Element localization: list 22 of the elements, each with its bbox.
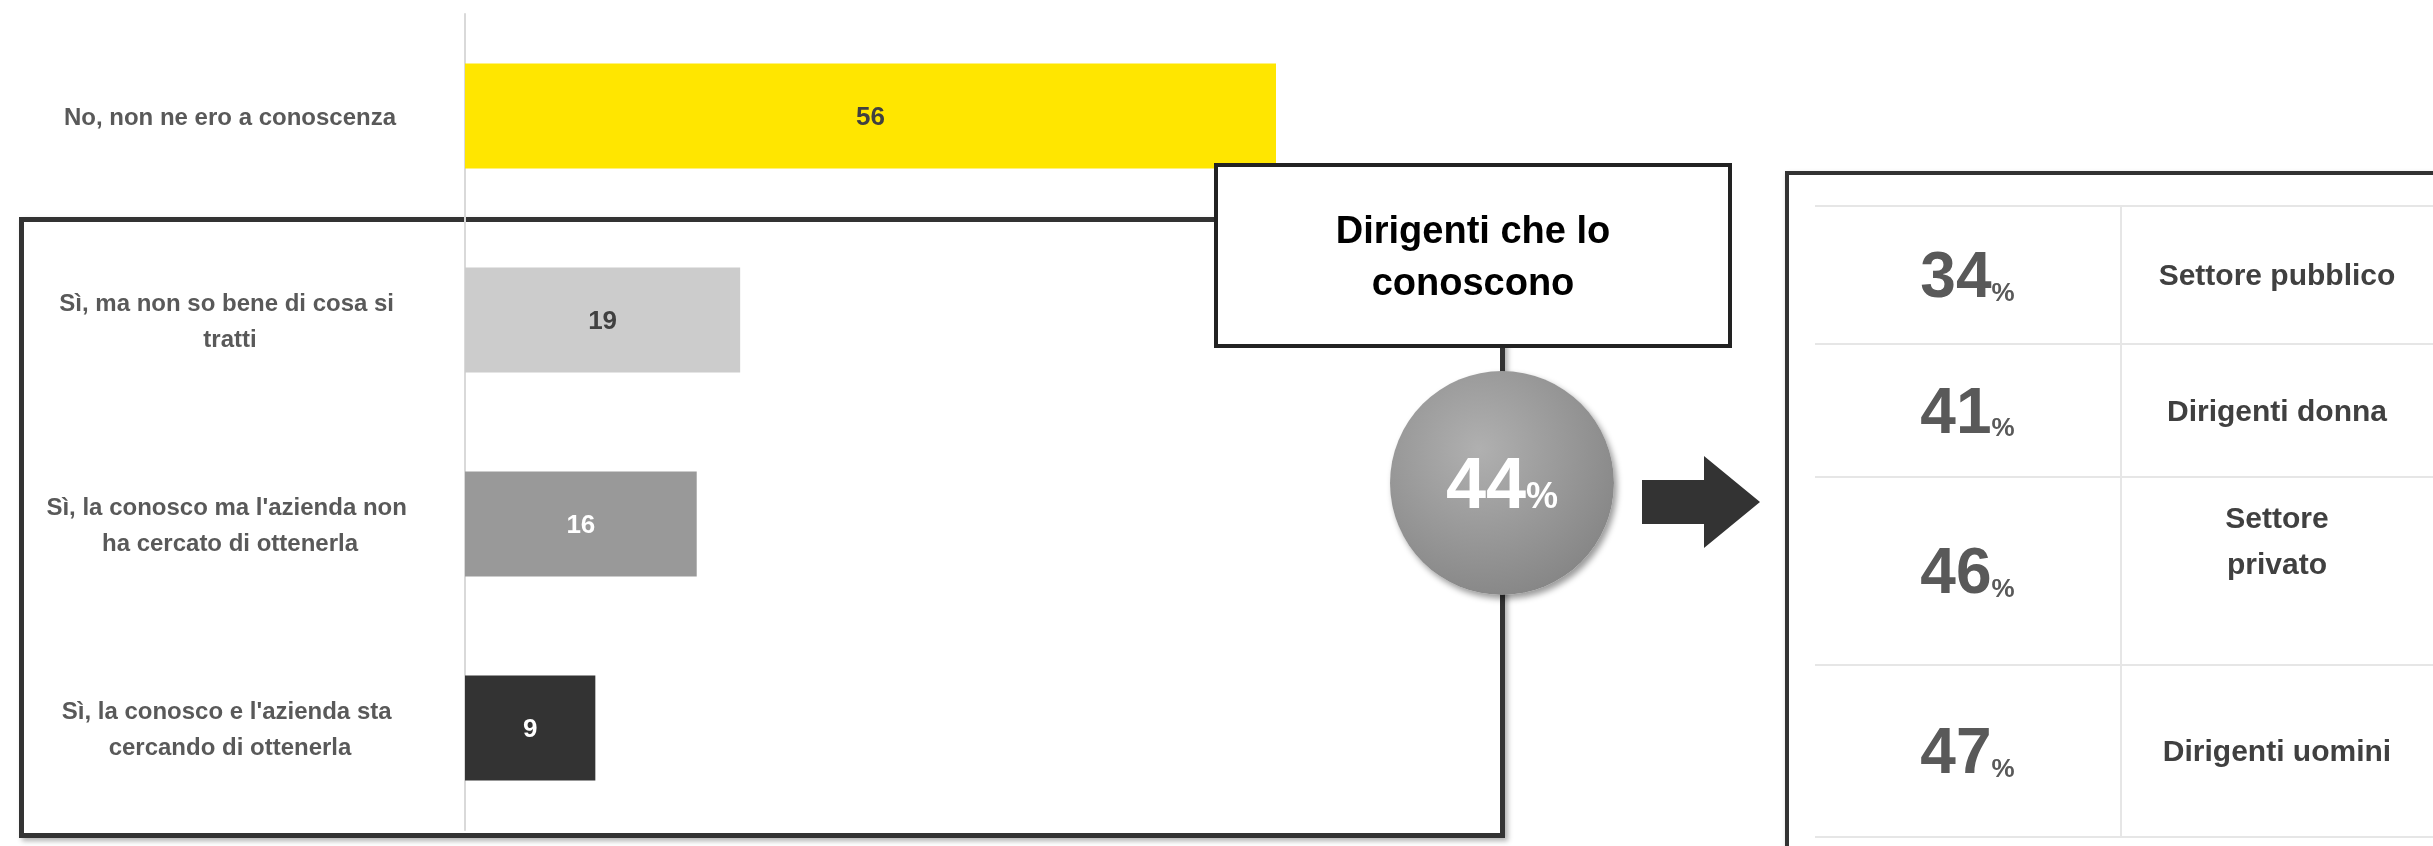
text: 44%: [1445, 443, 1559, 523]
bar: [465, 675, 596, 781]
data-label: 56: [856, 101, 885, 131]
y-tick-label: Sì, la conosco ma l'azienda non ha cercato di ottenerla: [46, 492, 414, 556]
bar: [465, 267, 741, 373]
data-label: 19: [588, 305, 618, 335]
bar: [465, 63, 1276, 169]
text: Dirigenti che lo conoscono: [1214, 163, 1732, 348]
y-tick-label: Sì, ma non so bene di cosa si tratti: [59, 288, 401, 352]
y-tick-label: Sì, la conosco e l'azienda sta cercando di ottenerla: [61, 696, 399, 760]
data-label: 46%: [1920, 534, 2015, 608]
category-label: Settore privato: [2225, 501, 2329, 580]
category-label: Dirigenti uomini: [2161, 733, 2393, 769]
y-tick-label: No, non ne ero a conoscenza: [63, 102, 397, 130]
data-label: 9: [522, 713, 538, 743]
data-label: 47%: [1920, 714, 2015, 788]
data-label: 16: [566, 509, 596, 539]
data-label: 34%: [1920, 238, 2015, 312]
category-label: Settore pubblico: [2157, 257, 2397, 293]
bar: [465, 471, 697, 577]
category-label: Dirigenti donna: [2166, 392, 2388, 429]
data-label: 41%: [1920, 373, 2015, 448]
